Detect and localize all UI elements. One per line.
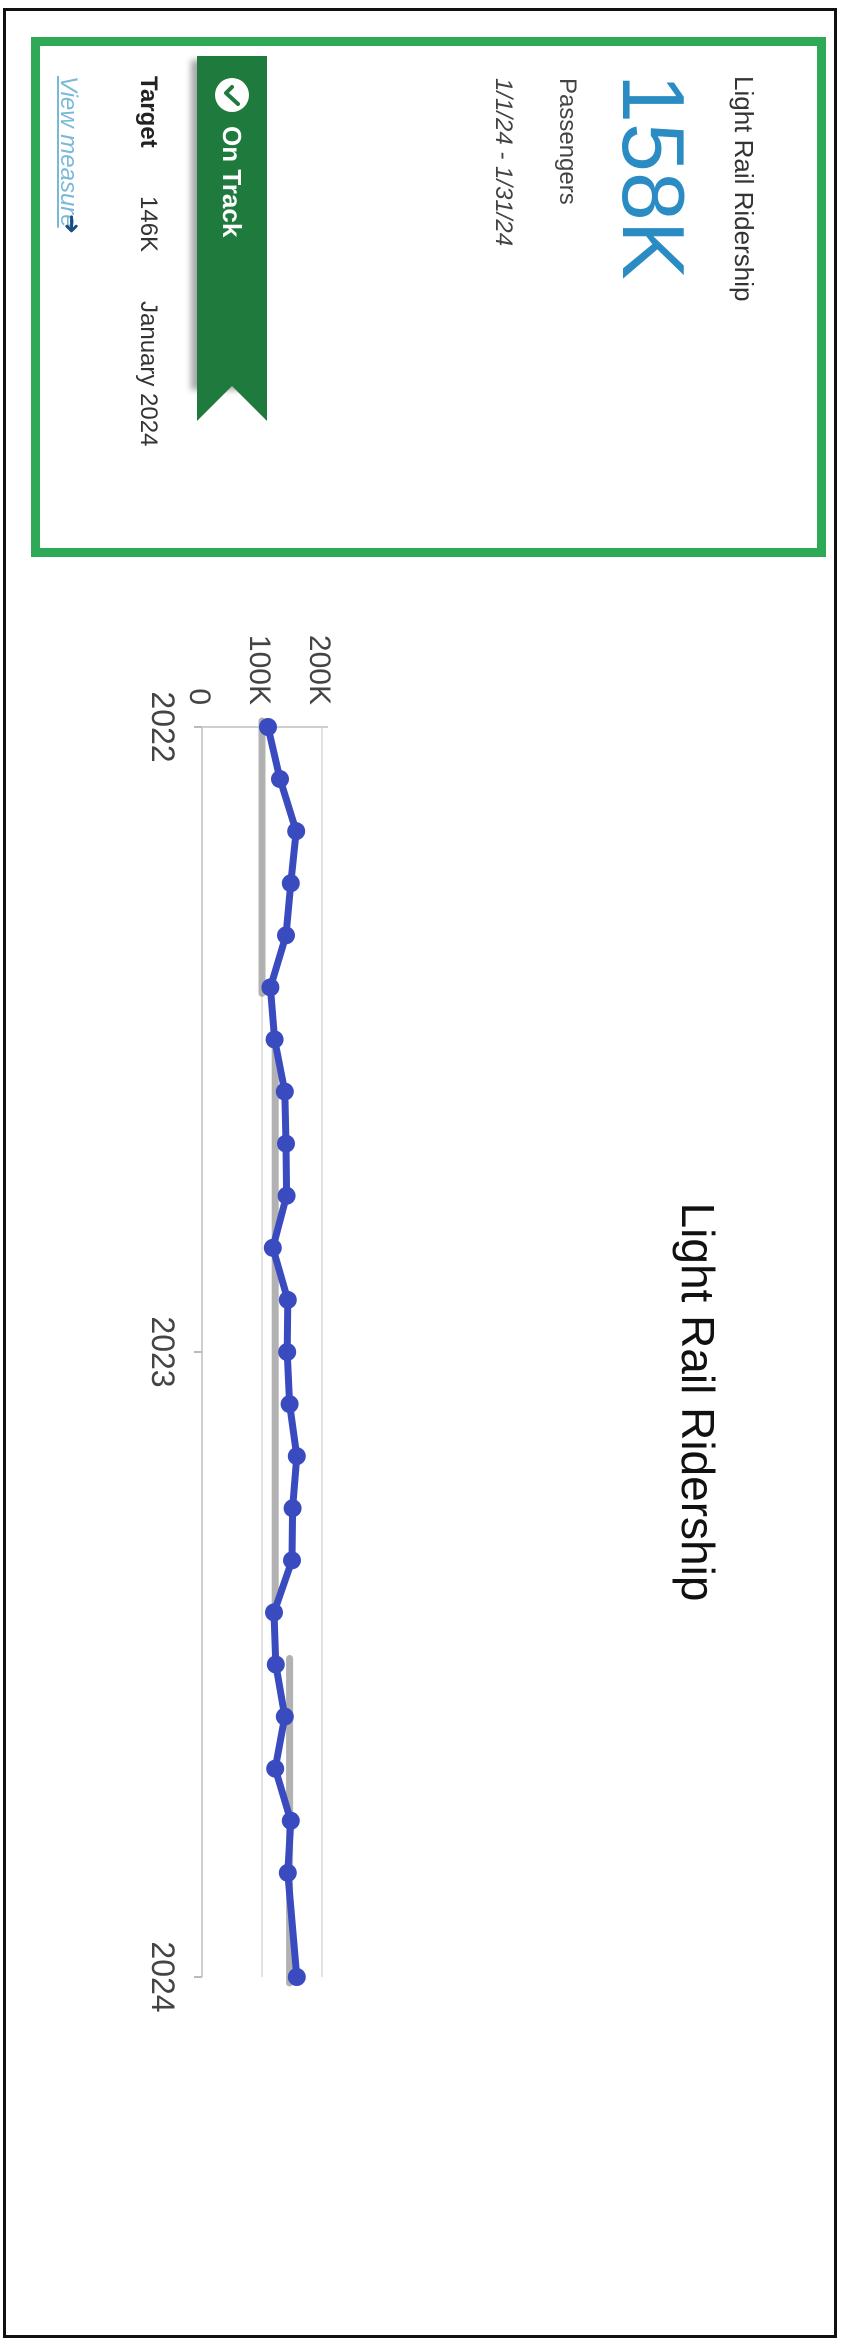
kpi-card[interactable]: Light Rail Ridership 158K Passengers 1/1… xyxy=(31,37,826,557)
data-point xyxy=(281,874,300,893)
data-point xyxy=(275,1707,294,1726)
target-label: Target xyxy=(135,76,162,148)
kpi-period: 1/1/24 - 1/31/24 xyxy=(490,78,517,247)
data-point xyxy=(277,1186,296,1205)
target-value: 146K xyxy=(135,196,162,253)
data-point xyxy=(271,770,289,789)
ridership-chart: Light Rail Ridership 0 100K 200K 2022 2023 202… xyxy=(12,572,842,2346)
x-tick-label: 2022 xyxy=(145,691,181,762)
data-point xyxy=(283,1551,301,1570)
data-point xyxy=(265,1030,284,1049)
data-point xyxy=(280,1395,299,1414)
check-circle-icon xyxy=(215,78,249,112)
data-point xyxy=(281,1811,300,1830)
data-point xyxy=(266,1655,285,1674)
kpi-unit: Passengers xyxy=(554,78,581,205)
chart-svg: Light Rail Ridership 0 100K 200K 2022 2023 202… xyxy=(145,635,724,2013)
x-tick-label: 2024 xyxy=(145,1941,181,2012)
rotated-dashboard: Light Rail Ridership 158K Passengers 1/1… xyxy=(12,22,842,2346)
kpi-value: 158K xyxy=(604,74,703,280)
data-point xyxy=(261,978,280,997)
data-point xyxy=(266,1759,285,1778)
chart-title: Light Rail Ridership xyxy=(672,1203,724,1602)
y-tick-label: 200K xyxy=(303,635,336,705)
data-point xyxy=(283,1499,302,1518)
x-tick-label: 2023 xyxy=(145,1316,181,1387)
y-tick-label: 0 xyxy=(183,688,216,705)
data-point xyxy=(277,1134,295,1153)
arrow-right-icon: ➜ xyxy=(58,214,85,235)
data-point xyxy=(277,926,295,945)
y-tick-label: 100K xyxy=(243,635,276,705)
data-point xyxy=(275,1082,294,1101)
status-badge: On Track xyxy=(197,56,267,386)
data-point xyxy=(278,1290,297,1309)
data-point xyxy=(278,1863,297,1882)
view-measure-link[interactable]: View measure xyxy=(55,76,82,228)
target-date: January 2024 xyxy=(135,301,162,447)
data-point xyxy=(287,1968,306,1986)
card-title: Light Rail Ridership xyxy=(729,76,759,302)
data-point xyxy=(265,1603,283,1622)
data-point xyxy=(287,1447,306,1466)
data-point xyxy=(263,1238,282,1257)
status-badge-label: On Track xyxy=(217,126,247,238)
data-point xyxy=(287,822,306,841)
dashboard-frame: Light Rail Ridership 158K Passengers 1/1… xyxy=(3,8,837,2338)
data-point xyxy=(259,718,277,736)
data-point xyxy=(278,1343,297,1361)
